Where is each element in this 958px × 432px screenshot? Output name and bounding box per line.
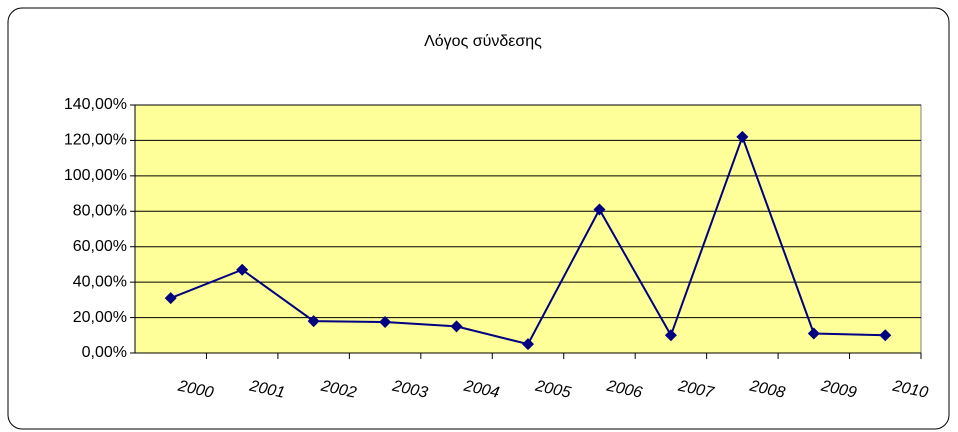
y-tick-label: 80,00%	[73, 203, 127, 220]
data-point	[379, 316, 392, 328]
y-tick-label: 120,00%	[64, 132, 127, 149]
data-point	[236, 263, 249, 276]
y-tick-label: 40,00%	[73, 273, 127, 290]
y-tick-label: 60,00%	[73, 238, 127, 255]
data-point	[664, 329, 677, 342]
y-tick-label: 140,00%	[64, 96, 127, 113]
data-point	[450, 320, 463, 333]
chart-title: Λόγος σύνδεσης	[424, 33, 542, 50]
data-point	[593, 203, 606, 216]
data-point	[522, 338, 534, 351]
y-tick-label: 20,00%	[73, 309, 127, 326]
data-point	[807, 327, 820, 340]
y-tick-label: 100,00%	[64, 167, 127, 184]
plot-area	[134, 104, 922, 354]
data-point	[164, 292, 177, 305]
data-point	[736, 130, 749, 143]
data-point	[307, 315, 320, 328]
data-point	[879, 329, 892, 342]
y-tick-label: 0,00%	[82, 344, 127, 361]
